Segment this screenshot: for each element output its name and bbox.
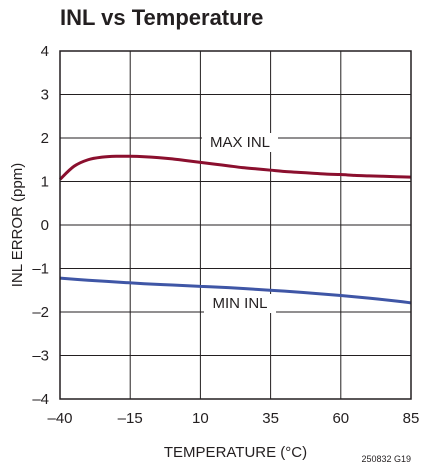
x-tick-label: 35 [262, 410, 279, 427]
x-tick-label: 10 [192, 410, 209, 427]
x-tick-labels: –40 –15 10 35 60 85 [47, 410, 419, 427]
x-tick-label: 60 [332, 410, 349, 427]
x-tick-label: 85 [403, 410, 420, 427]
series-lines [58, 154, 412, 305]
series-labels: MAX INL MIN INL [202, 133, 278, 313]
min-inl-line [59, 276, 412, 305]
x-tick-label: –15 [118, 410, 143, 427]
y-tick-label: 3 [41, 87, 49, 104]
y-tick-label: –3 [32, 348, 49, 365]
plot-frame [59, 50, 412, 400]
grid-lines [59, 50, 412, 400]
figure-code: 250832 G19 [361, 454, 411, 464]
y-tick-label: –4 [32, 391, 49, 408]
max-inl-label: MAX INL [210, 134, 270, 151]
x-axis-label: TEMPERATURE (°C) [164, 444, 307, 461]
max-inl-label-background [202, 133, 278, 152]
y-tick-label: –2 [32, 304, 49, 321]
y-tick-label: –1 [32, 261, 49, 278]
x-tick-label: –40 [47, 410, 72, 427]
chart-title: INL vs Temperature [60, 5, 263, 30]
y-tick-label: 2 [41, 130, 49, 147]
y-tick-label: 0 [41, 217, 49, 234]
y-tick-label: 4 [41, 43, 49, 60]
min-inl-label-background [204, 294, 276, 313]
min-inl-label: MIN INL [212, 295, 267, 312]
y-tick-label: 1 [41, 174, 49, 191]
max-inl-line [58, 154, 412, 181]
y-tick-labels: 4 3 2 1 0 –1 –2 –3 –4 [32, 43, 49, 408]
y-axis-label: INL ERROR (ppm) [9, 163, 26, 287]
